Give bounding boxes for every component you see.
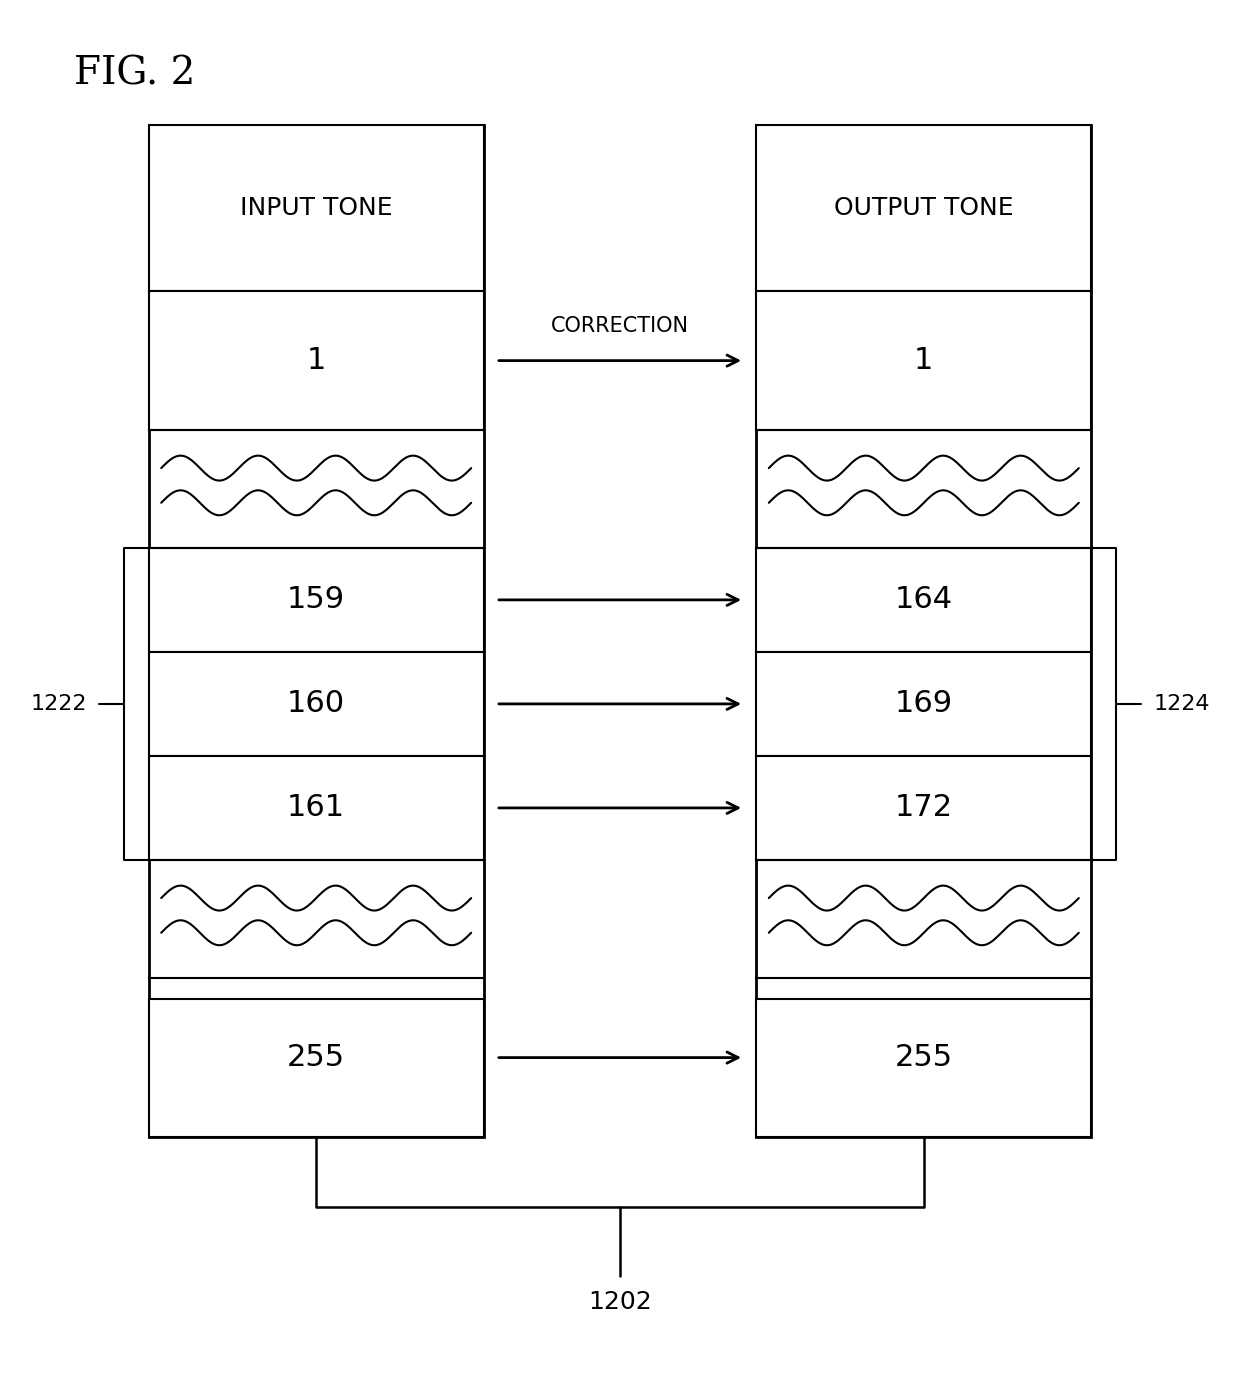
FancyBboxPatch shape xyxy=(149,999,484,1137)
Text: OUTPUT TONE: OUTPUT TONE xyxy=(835,196,1013,221)
FancyBboxPatch shape xyxy=(756,756,1091,860)
Text: 1222: 1222 xyxy=(30,694,87,714)
Text: 169: 169 xyxy=(895,689,952,718)
Text: 159: 159 xyxy=(288,585,345,614)
FancyBboxPatch shape xyxy=(756,652,1091,756)
FancyBboxPatch shape xyxy=(149,652,484,756)
FancyBboxPatch shape xyxy=(756,125,1091,1137)
Text: 172: 172 xyxy=(895,793,952,822)
Text: 1202: 1202 xyxy=(588,1290,652,1313)
Text: 161: 161 xyxy=(288,793,345,822)
Text: 255: 255 xyxy=(895,1043,952,1072)
FancyBboxPatch shape xyxy=(149,548,484,652)
FancyBboxPatch shape xyxy=(756,548,1091,652)
FancyBboxPatch shape xyxy=(756,999,1091,1137)
Text: FIG. 2: FIG. 2 xyxy=(74,55,196,93)
FancyBboxPatch shape xyxy=(149,756,484,860)
Text: 1224: 1224 xyxy=(1153,694,1210,714)
Text: 164: 164 xyxy=(895,585,952,614)
FancyBboxPatch shape xyxy=(149,291,484,430)
FancyBboxPatch shape xyxy=(149,125,484,291)
FancyBboxPatch shape xyxy=(756,125,1091,291)
Text: 160: 160 xyxy=(288,689,345,718)
Text: 1: 1 xyxy=(914,347,934,374)
FancyBboxPatch shape xyxy=(149,125,484,1137)
Text: 1: 1 xyxy=(306,347,326,374)
FancyBboxPatch shape xyxy=(756,291,1091,430)
Text: INPUT TONE: INPUT TONE xyxy=(239,196,393,221)
Text: 255: 255 xyxy=(288,1043,345,1072)
Text: CORRECTION: CORRECTION xyxy=(551,316,689,336)
